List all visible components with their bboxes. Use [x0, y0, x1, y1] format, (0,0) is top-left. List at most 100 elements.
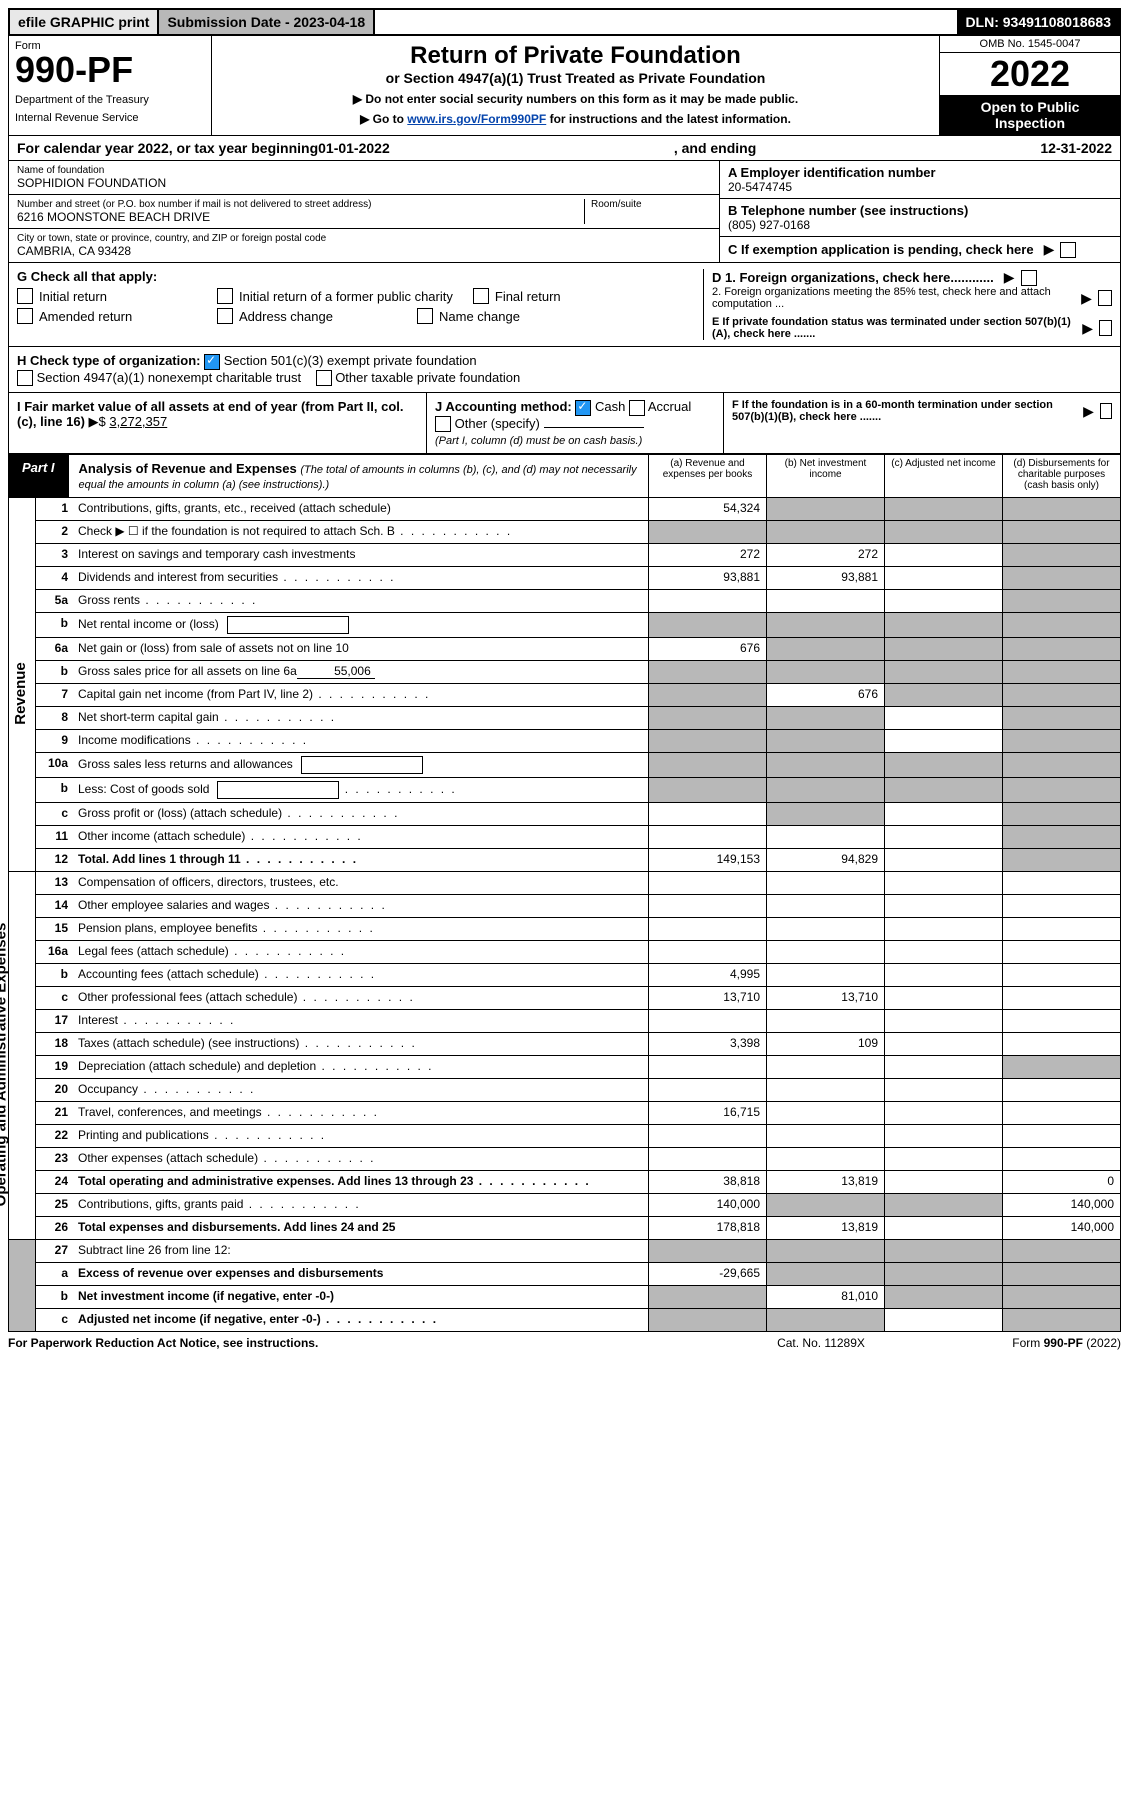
revenue-rows: 1Contributions, gifts, grants, etc., rec…: [36, 498, 1120, 871]
arrow-icon: ▶: [1081, 290, 1092, 307]
d1-checkbox[interactable]: [1021, 270, 1037, 286]
form-title: Return of Private Foundation: [222, 42, 929, 70]
name-change-checkbox[interactable]: [417, 308, 433, 324]
other-method-checkbox[interactable]: [435, 416, 451, 432]
cell: [766, 1148, 884, 1170]
foundation-name-cell: Name of foundation SOPHIDION FOUNDATION: [9, 161, 719, 195]
address-change-checkbox[interactable]: [217, 308, 233, 324]
city-cell: City or town, state or province, country…: [9, 229, 719, 262]
row-desc: Other expenses (attach schedule): [74, 1148, 648, 1170]
i-arrow: ▶$: [89, 414, 110, 429]
cell-shaded: [1002, 778, 1120, 802]
table-row: 16aLegal fees (attach schedule): [36, 941, 1120, 964]
note2-pre: ▶ Go to: [360, 112, 407, 126]
cell: [766, 872, 884, 894]
c-label: C If exemption application is pending, c…: [728, 242, 1034, 257]
table-row: 26Total expenses and disbursements. Add …: [36, 1217, 1120, 1239]
cal-begin: 01-01-2022: [318, 140, 390, 156]
d2-row: 2. Foreign organizations meeting the 85%…: [712, 286, 1112, 310]
cell: 3,398: [648, 1033, 766, 1055]
row-num: 11: [36, 826, 74, 848]
part1-header: Part I Analysis of Revenue and Expenses …: [8, 454, 1121, 498]
form-subtitle: or Section 4947(a)(1) Trust Treated as P…: [222, 70, 929, 86]
row-desc: Check ▶ ☐ if the foundation is not requi…: [74, 521, 648, 543]
cell: [884, 849, 1002, 871]
table-row: cOther professional fees (attach schedul…: [36, 987, 1120, 1010]
open-inspection: Open to Public Inspection: [940, 95, 1120, 135]
initial-former-checkbox[interactable]: [217, 288, 233, 304]
final-table: 27Subtract line 26 from line 12:aExcess …: [8, 1240, 1121, 1332]
cell: 81,010: [766, 1286, 884, 1308]
4947-checkbox[interactable]: [17, 370, 33, 386]
cell-shaded: [1002, 707, 1120, 729]
cell: [648, 1079, 766, 1101]
final-return-checkbox[interactable]: [473, 288, 489, 304]
cell: [1002, 1079, 1120, 1101]
cell: [884, 1171, 1002, 1193]
initial-return-checkbox[interactable]: [17, 288, 33, 304]
row-num: 10a: [36, 753, 74, 777]
cell-shaded: [648, 1309, 766, 1331]
cell: [1002, 987, 1120, 1009]
cell: [1002, 1148, 1120, 1170]
amended-return-checkbox[interactable]: [17, 308, 33, 324]
top-bar: efile GRAPHIC print Submission Date - 20…: [8, 8, 1121, 36]
expenses-label: Operating and Administrative Expenses: [0, 922, 9, 1206]
c-checkbox[interactable]: [1060, 242, 1076, 258]
cell-shaded: [766, 707, 884, 729]
address: 6216 MOONSTONE BEACH DRIVE: [17, 210, 584, 224]
f-label: F If the foundation is in a 60-month ter…: [732, 399, 1073, 423]
table-row: bNet rental income or (loss): [36, 613, 1120, 638]
phone: (805) 927-0168: [728, 218, 1112, 232]
h-block: H Check type of organization: Section 50…: [8, 347, 1121, 393]
cell-shaded: [1002, 544, 1120, 566]
e-checkbox[interactable]: [1099, 320, 1112, 336]
final-rows: 27Subtract line 26 from line 12:aExcess …: [36, 1240, 1120, 1331]
cell: 140,000: [648, 1194, 766, 1216]
part1-tab: Part I: [8, 454, 69, 498]
fmv-value: 3,272,357: [109, 414, 167, 429]
table-row: 21Travel, conferences, and meetings16,71…: [36, 1102, 1120, 1125]
ein-label: A Employer identification number: [728, 165, 1112, 180]
d2-checkbox[interactable]: [1098, 290, 1112, 306]
row-desc: Capital gain net income (from Part IV, l…: [74, 684, 648, 706]
name-label: Name of foundation: [17, 165, 711, 176]
cell: 54,324: [648, 498, 766, 520]
j-label: J Accounting method:: [435, 399, 572, 414]
row-num: b: [36, 613, 74, 637]
form990pf-link[interactable]: www.irs.gov/Form990PF: [407, 112, 546, 126]
header-right: OMB No. 1545-0047 2022 Open to Public In…: [939, 36, 1120, 135]
cell-shaded: [884, 661, 1002, 683]
cell-shaded: [1002, 684, 1120, 706]
table-row: 22Printing and publications: [36, 1125, 1120, 1148]
table-row: 6aNet gain or (loss) from sale of assets…: [36, 638, 1120, 661]
g-opt-name: Name change: [417, 308, 597, 324]
arrow-icon: ▶: [1044, 241, 1055, 258]
501c3-checkbox[interactable]: [204, 354, 220, 370]
j-accrual: Accrual: [648, 399, 691, 414]
table-row: 15Pension plans, employee benefits: [36, 918, 1120, 941]
row-num: b: [36, 1286, 74, 1308]
cell-shaded: [1002, 1240, 1120, 1262]
cell: [884, 1309, 1002, 1331]
accrual-checkbox[interactable]: [629, 400, 645, 416]
expense-rows: 13Compensation of officers, directors, t…: [36, 872, 1120, 1239]
other-specify-line: [544, 427, 644, 428]
cell: [1002, 1125, 1120, 1147]
row-desc: Subtract line 26 from line 12:: [74, 1240, 648, 1262]
other-taxable-checkbox[interactable]: [316, 370, 332, 386]
cell: [766, 895, 884, 917]
row-num: c: [36, 1309, 74, 1331]
tax-year: 2022: [940, 53, 1120, 95]
cell: [884, 964, 1002, 986]
cell: [1002, 1010, 1120, 1032]
cell: [766, 1102, 884, 1124]
row-num: 17: [36, 1010, 74, 1032]
cash-checkbox[interactable]: [575, 400, 591, 416]
f-checkbox[interactable]: [1100, 403, 1112, 419]
row-num: 26: [36, 1217, 74, 1239]
table-row: 24Total operating and administrative exp…: [36, 1171, 1120, 1194]
g-opt-amended: Amended return: [17, 308, 197, 324]
table-row: 1Contributions, gifts, grants, etc., rec…: [36, 498, 1120, 521]
table-row: 19Depreciation (attach schedule) and dep…: [36, 1056, 1120, 1079]
